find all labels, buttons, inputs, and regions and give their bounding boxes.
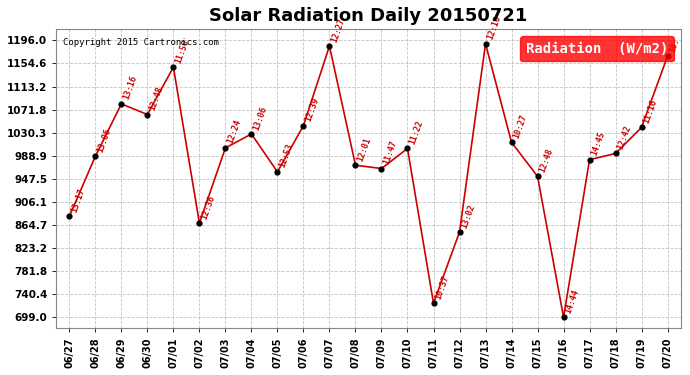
Point <box>662 53 673 59</box>
Text: 12:39: 12:39 <box>304 96 320 123</box>
Point <box>350 162 361 168</box>
Point <box>90 153 101 159</box>
Point <box>402 146 413 152</box>
Text: Copyright 2015 Cartronics.com: Copyright 2015 Cartronics.com <box>63 38 219 47</box>
Text: 12:42: 12:42 <box>615 124 633 151</box>
Text: 12:36: 12:36 <box>199 194 217 220</box>
Point <box>246 131 257 137</box>
Point <box>636 124 647 130</box>
Text: 13:16: 13:16 <box>121 75 139 101</box>
Legend: Radiation  (W/m2): Radiation (W/m2) <box>520 36 673 62</box>
Point <box>480 41 491 47</box>
Point <box>168 64 179 70</box>
Point <box>116 101 127 107</box>
Point <box>506 140 517 146</box>
Text: 14:45: 14:45 <box>589 130 607 157</box>
Point <box>376 165 387 171</box>
Point <box>558 314 569 320</box>
Point <box>142 111 153 117</box>
Point <box>64 213 75 219</box>
Text: 10:27: 10:27 <box>511 113 529 140</box>
Point <box>324 43 335 49</box>
Text: 12:27: 12:27 <box>329 16 346 43</box>
Point <box>428 300 439 306</box>
Text: 12:53: 12:53 <box>277 142 295 169</box>
Text: 12:48: 12:48 <box>148 85 164 112</box>
Point <box>220 145 231 151</box>
Text: 12:48: 12:48 <box>538 147 555 174</box>
Text: 12:01: 12:01 <box>355 136 373 162</box>
Point <box>584 157 595 163</box>
Title: Solar Radiation Daily 20150721: Solar Radiation Daily 20150721 <box>209 7 528 25</box>
Text: 11:47: 11:47 <box>382 139 399 166</box>
Point <box>610 150 621 156</box>
Text: 12:24: 12:24 <box>226 118 242 145</box>
Text: 13:17: 13:17 <box>70 187 86 214</box>
Point <box>454 229 465 235</box>
Point <box>298 123 309 129</box>
Text: 11:50: 11:50 <box>173 38 190 64</box>
Text: 13:06: 13:06 <box>95 127 112 153</box>
Text: 11:16: 11:16 <box>642 98 658 124</box>
Point <box>194 220 205 226</box>
Text: 10:: 10: <box>668 36 681 53</box>
Text: 12:10: 12:10 <box>486 14 502 41</box>
Text: 13:02: 13:02 <box>460 202 477 229</box>
Text: 10:37: 10:37 <box>433 274 451 300</box>
Point <box>272 169 283 175</box>
Text: 13:06: 13:06 <box>251 105 268 131</box>
Text: 14:44: 14:44 <box>564 288 580 315</box>
Point <box>532 173 543 179</box>
Text: 11:22: 11:22 <box>408 119 424 146</box>
